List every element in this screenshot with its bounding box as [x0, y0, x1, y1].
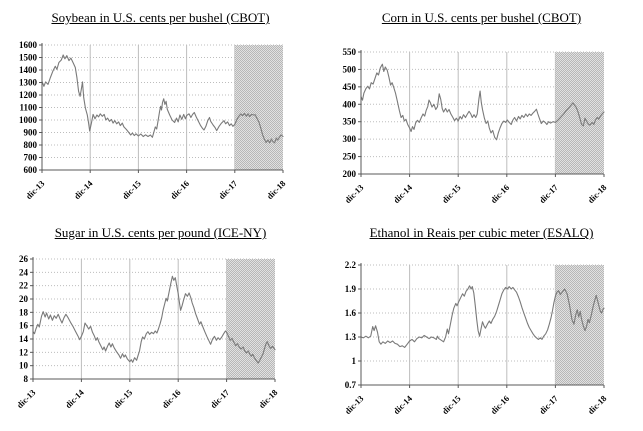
chart-corn-title: Corn in U.S. cents per bushel (CBOT) — [381, 10, 582, 25]
x-tick-label: dic-15 — [440, 393, 463, 416]
price-line — [41, 54, 284, 144]
x-tick-label: dic-15 — [120, 178, 143, 201]
y-tick-label: 0.7 — [345, 380, 357, 390]
x-tick-label: dic-18 — [265, 178, 288, 201]
y-tick-label: 1300 — [19, 78, 38, 88]
y-tick-label: 300 — [343, 134, 357, 144]
x-tick-label: dic-14 — [391, 182, 414, 205]
chart-sugar-title: Sugar in U.S. cents per pound (ICE-NY) — [54, 225, 267, 240]
x-tick-label: dic-18 — [257, 387, 280, 410]
chart-soybean: Soybean in U.S. cents per bushel (CBOT) … — [0, 0, 321, 215]
y-tick-label: 1 — [352, 356, 357, 366]
x-tick-label: dic-16 — [488, 182, 511, 205]
x-tick-label: dic-16 — [168, 178, 191, 201]
y-tick-label: 1.3 — [345, 332, 357, 342]
x-tick-label: dic-16 — [160, 387, 183, 410]
y-tick-label: 22 — [19, 281, 29, 291]
y-tick-label: 700 — [24, 153, 38, 163]
y-tick-label: 400 — [343, 99, 357, 109]
y-tick-label: 250 — [343, 152, 357, 162]
chart-soybean-canvas: 600 700 800 900 1000 1100 1200 1300 1400 1500 1600… — [19, 40, 288, 201]
x-tick-label: dic-17 — [537, 182, 560, 205]
chart-sugar-canvas: 8 10 12 14 16 18 20 22 24 26 dic-13 dic-14 dic-15 dic… — [15, 254, 280, 410]
chart-soybean-title: Soybean in U.S. cents per bushel (CBOT) — [51, 10, 270, 25]
y-tick-label: 2.2 — [345, 260, 357, 270]
x-tick-label: dic-17 — [208, 387, 231, 410]
y-tick-label: 550 — [343, 47, 357, 57]
forecast-region — [555, 265, 604, 385]
x-tick-label: dic-14 — [72, 178, 95, 201]
y-tick-label: 1100 — [19, 103, 37, 113]
chart-ethanol-canvas: 0.7 1 1.3 1.6 1.9 2.2 dic-13 dic-14 dic-15 dic-16… — [343, 260, 609, 416]
y-tick-label: 900 — [24, 128, 38, 138]
x-tick-label: dic-15 — [440, 182, 463, 205]
x-tick-label: dic-15 — [111, 387, 134, 410]
y-tick-label: 350 — [343, 117, 357, 127]
chart-ethanol: Ethanol in Reais per cubic meter (ESALQ)… — [321, 215, 642, 430]
y-tick-label: 1.9 — [345, 284, 357, 294]
y-tick-label: 1400 — [19, 65, 38, 75]
forecast-region — [555, 52, 604, 174]
x-tick-label: dic-14 — [63, 387, 86, 410]
chart-corn: Corn in U.S. cents per bushel (CBOT) 200… — [321, 0, 642, 215]
x-tick-label: dic-16 — [488, 393, 511, 416]
x-tick-label: dic-13 — [343, 182, 366, 205]
chart-sugar: Sugar in U.S. cents per pound (ICE-NY) 8… — [0, 215, 321, 430]
y-tick-label: 450 — [343, 82, 357, 92]
price-line — [360, 285, 605, 348]
x-tick-label: dic-14 — [391, 393, 414, 416]
x-tick-label: dic-18 — [586, 182, 609, 205]
y-tick-label: 16 — [19, 321, 29, 331]
x-tick-label: dic-13 — [15, 387, 38, 410]
price-line — [32, 275, 276, 364]
y-tick-label: 10 — [19, 361, 29, 371]
y-tick-label: 600 — [24, 165, 38, 175]
x-tick-label: dic-17 — [216, 178, 239, 201]
y-tick-label: 1200 — [19, 90, 38, 100]
y-tick-label: 18 — [19, 307, 29, 317]
y-tick-label: 800 — [24, 140, 38, 150]
y-tick-label: 1500 — [19, 53, 38, 63]
y-tick-label: 1600 — [19, 40, 38, 50]
chart-ethanol-title: Ethanol in Reais per cubic meter (ESALQ) — [369, 225, 594, 240]
y-tick-label: 1000 — [19, 115, 38, 125]
x-tick-label: dic-13 — [24, 178, 47, 201]
y-tick-label: 26 — [19, 254, 29, 264]
x-tick-label: dic-17 — [537, 393, 560, 416]
forecast-region — [234, 45, 283, 170]
chart-corn-canvas: 200 250 300 350 400 450 500 550 dic-13 dic-14 dic-… — [343, 47, 609, 205]
y-tick-label: 200 — [343, 169, 357, 179]
y-tick-label: 24 — [19, 267, 29, 277]
y-tick-label: 1.6 — [345, 308, 357, 318]
y-tick-label: 14 — [19, 334, 29, 344]
y-tick-label: 500 — [343, 64, 357, 74]
forecast-region — [226, 259, 275, 379]
x-tick-label: dic-13 — [343, 393, 366, 416]
y-tick-label: 8 — [24, 374, 29, 384]
price-line — [360, 63, 605, 141]
y-tick-label: 12 — [19, 347, 29, 357]
x-tick-label: dic-18 — [586, 393, 609, 416]
y-tick-label: 20 — [19, 294, 29, 304]
